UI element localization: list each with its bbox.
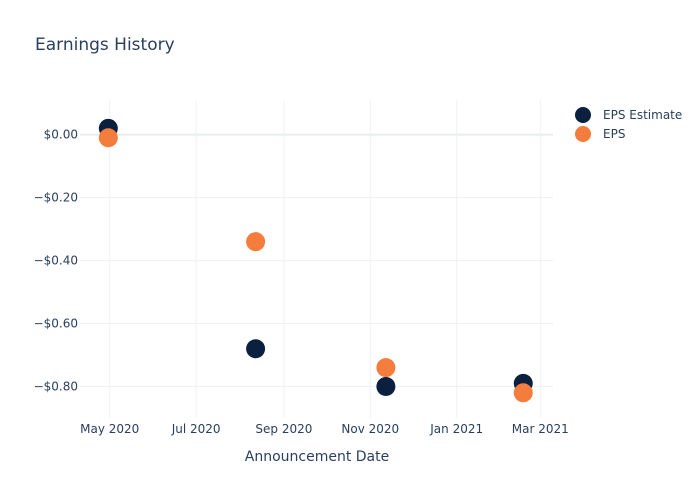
x-tick-label: Jan 2021	[429, 422, 483, 436]
y-tick-label: −$0.20	[34, 191, 78, 205]
eps-estimate-point[interactable]	[376, 377, 396, 397]
legend: EPS Estimate EPS	[575, 107, 682, 142]
y-tick-label: −$0.80	[34, 380, 78, 394]
x-tick-label: Sep 2020	[255, 422, 312, 436]
x-tick-label: Jul 2020	[171, 422, 221, 436]
x-tick-label: May 2020	[80, 422, 139, 436]
eps-point[interactable]	[376, 358, 396, 378]
y-tick-label: −$0.60	[34, 317, 78, 331]
grid-lines	[80, 100, 553, 418]
eps-point[interactable]	[98, 128, 118, 148]
data-points	[98, 118, 533, 403]
x-tick-label: Mar 2021	[512, 422, 569, 436]
eps-point[interactable]	[513, 383, 533, 403]
legend-marker[interactable]	[575, 107, 591, 123]
eps-estimate-point[interactable]	[246, 339, 266, 359]
x-tick-label: Nov 2020	[341, 422, 399, 436]
legend-label: EPS Estimate	[603, 108, 682, 122]
y-axis-ticks: $0.00 −$0.20 −$0.40 −$0.60 −$0.80	[34, 128, 78, 394]
y-tick-label: $0.00	[44, 128, 78, 142]
eps-point[interactable]	[246, 232, 266, 252]
y-tick-label: −$0.40	[34, 254, 78, 268]
x-axis-ticks: May 2020 Jul 2020 Sep 2020 Nov 2020 Jan 2021…	[80, 422, 569, 436]
x-axis-title: Announcement Date	[245, 449, 389, 465]
chart-title: Earnings History	[35, 35, 175, 55]
legend-marker[interactable]	[575, 126, 591, 142]
legend-label: EPS	[603, 127, 625, 141]
